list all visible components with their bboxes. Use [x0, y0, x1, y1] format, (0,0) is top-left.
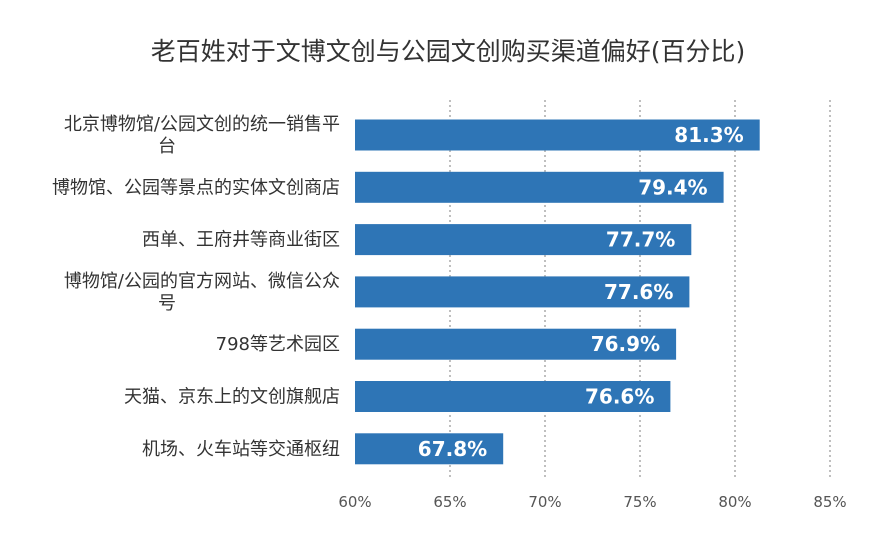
bar	[355, 276, 690, 308]
category-label: 机场、火车站等交通枢纽	[142, 439, 340, 460]
category-label: 博物馆、公园等景点的实体文创商店	[52, 177, 340, 198]
category-label: 西单、王府井等商业街区	[142, 230, 340, 251]
bar	[355, 224, 692, 256]
category-label-line: 号	[158, 293, 176, 314]
data-label: 77.7%	[606, 228, 675, 252]
data-label: 67.8%	[418, 437, 487, 461]
category-label-line: 博物馆/公园的官方网站、微信公众	[64, 271, 340, 292]
data-label: 81.3%	[674, 123, 743, 147]
x-tick-label: 80%	[718, 493, 751, 511]
data-label: 79.4%	[638, 175, 707, 199]
category-label: 博物馆/公园的官方网站、微信公众号	[64, 271, 340, 314]
category-label: 北京博物馆/公园文创的统一销售平台	[64, 114, 340, 157]
x-tick-label: 75%	[623, 493, 656, 511]
category-label: 798等艺术园区	[216, 334, 340, 355]
bar	[355, 171, 724, 203]
bar	[355, 119, 760, 151]
bar	[355, 328, 677, 360]
category-label-line: 北京博物馆/公园文创的统一销售平	[64, 114, 340, 135]
x-tick-label: 70%	[528, 493, 561, 511]
data-label: 77.6%	[604, 280, 673, 304]
category-label-line: 台	[158, 136, 176, 157]
data-label: 76.9%	[591, 332, 660, 356]
bar	[355, 433, 504, 465]
chart-title: 老百姓对于文博文创与公园文创购买渠道偏好(百分比)	[150, 37, 746, 66]
x-tick-label: 85%	[813, 493, 846, 511]
category-label: 天猫、京东上的文创旗舰店	[124, 387, 340, 408]
x-tick-label: 60%	[338, 493, 371, 511]
x-tick-label: 65%	[433, 493, 466, 511]
data-label: 76.6%	[585, 385, 654, 409]
bar	[355, 381, 671, 412]
